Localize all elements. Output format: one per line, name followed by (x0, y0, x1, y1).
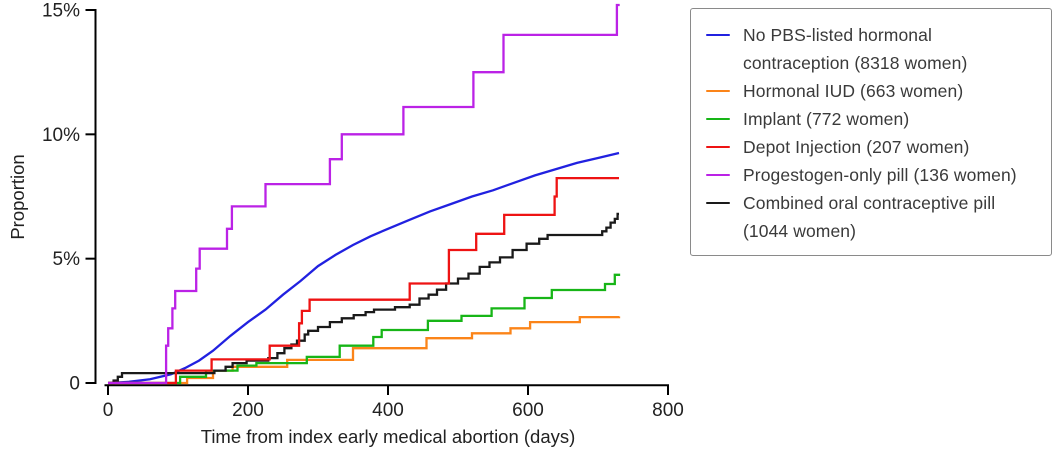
legend-item-label: Progestogen-only pill (136 women) (743, 165, 1017, 185)
series-line-4 (108, 3, 620, 385)
legend-item-label: Depot Injection (207 women) (743, 137, 970, 157)
series-line-0 (107, 151, 620, 385)
y-tick-label: 15% (42, 0, 80, 21)
x-tick-label: 600 (512, 400, 544, 421)
legend-item-label: Combined oral contraceptive pill (1044 w… (743, 193, 996, 241)
x-tick-label: 400 (372, 400, 404, 421)
series-line-2 (108, 273, 621, 385)
legend-item: No PBS-listed hormonal contraception (83… (706, 21, 1041, 77)
y-tick-label: 0 (69, 374, 80, 395)
y-axis-title: Proportion (7, 154, 28, 239)
y-tick-label: 10% (42, 125, 80, 146)
legend-item: Implant (772 women) (706, 105, 1041, 133)
legend-swatch-icon (706, 118, 730, 120)
axis-ticks: 0 5% 10% 15% 0 200 400 600 800 (42, 0, 684, 421)
x-tick-label: 800 (652, 400, 684, 421)
legend-swatch-icon (706, 146, 730, 148)
series-line-5 (108, 212, 619, 385)
series-lines (107, 3, 621, 385)
legend-item: Depot Injection (207 women) (706, 133, 1041, 161)
x-tick-label: 200 (232, 400, 264, 421)
legend-item: Combined oral contraceptive pill (1044 w… (706, 189, 1041, 245)
series-line-3 (108, 176, 619, 385)
legend-item: Hormonal IUD (663 women) (706, 77, 1041, 105)
legend-swatch-icon (706, 34, 730, 36)
legend-swatch-icon (706, 202, 730, 204)
x-axis-title: Time from index early medical abortion (… (201, 426, 576, 447)
legend-item-label: Hormonal IUD (663 women) (743, 81, 964, 101)
legend: No PBS-listed hormonal contraception (83… (690, 8, 1052, 256)
x-tick-label: 0 (103, 400, 114, 421)
legend-item: Progestogen-only pill (136 women) (706, 161, 1041, 189)
legend-swatch-icon (706, 174, 730, 176)
legend-item-label: No PBS-listed hormonal contraception (83… (743, 25, 968, 73)
axes (94, 9, 669, 387)
y-tick-label: 5% (53, 249, 81, 270)
legend-swatch-icon (706, 90, 730, 92)
legend-item-label: Implant (772 women) (743, 109, 910, 129)
